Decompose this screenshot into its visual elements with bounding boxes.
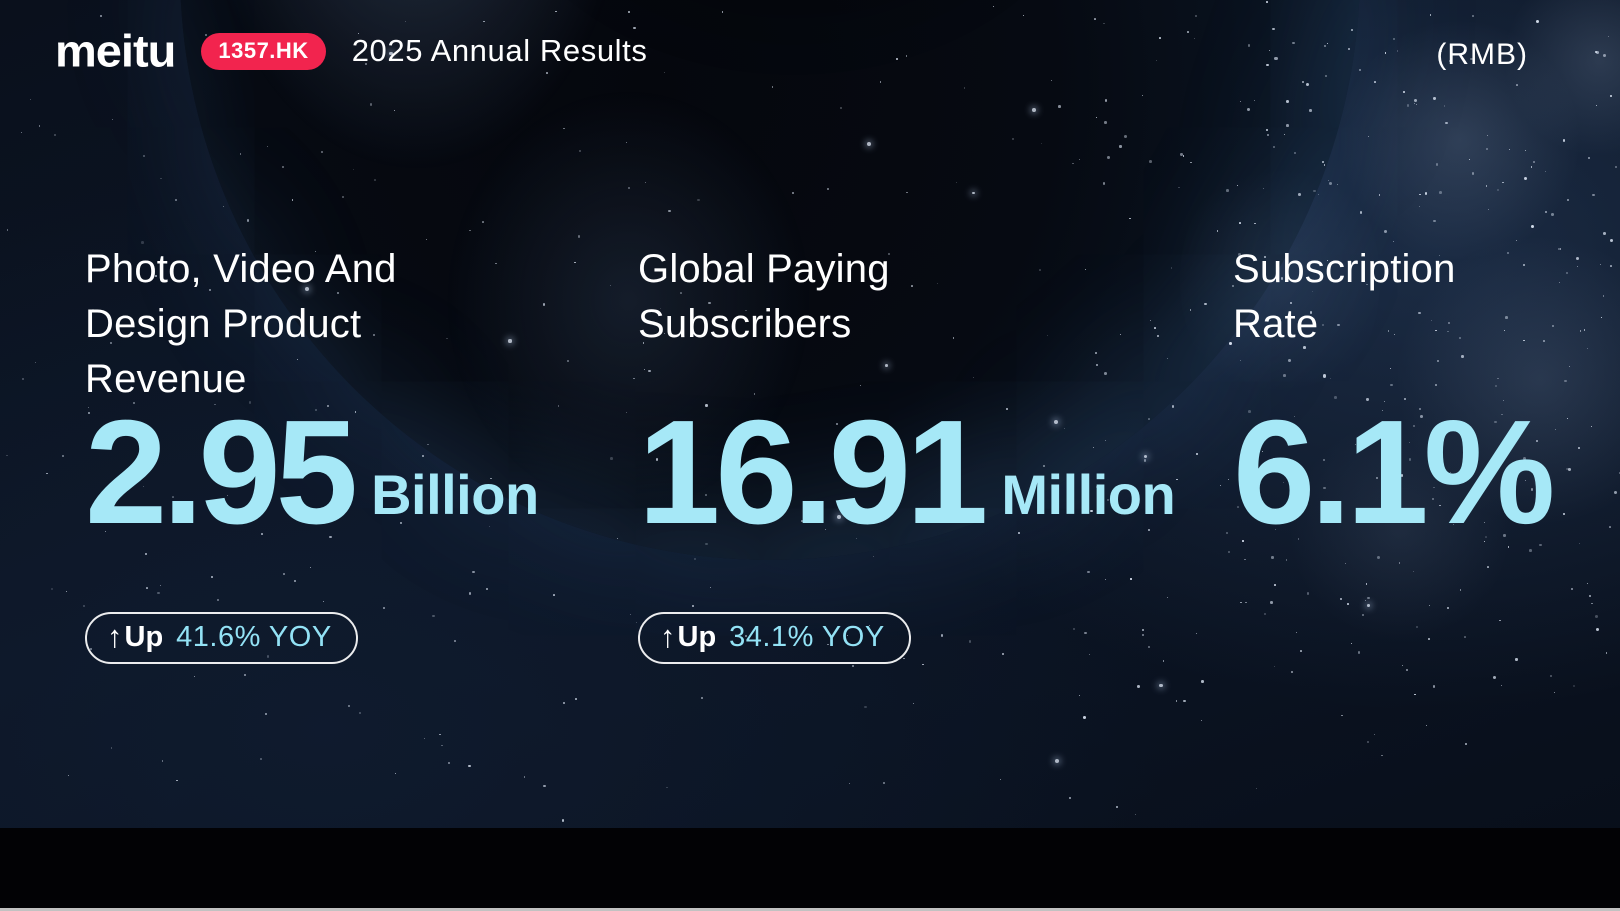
arrow-up-icon: ↑ <box>660 619 676 654</box>
stat-number: 16.91 <box>638 390 988 555</box>
meitu-logo: meitu <box>55 25 176 76</box>
stat-number: 6.1% <box>1233 390 1555 555</box>
report-title: 2025 Annual Results <box>351 33 648 68</box>
footer-bar <box>0 828 1620 908</box>
stat-label: Photo, Video And Design Product Revenue <box>85 247 397 401</box>
ticker-badge: 1357.HK <box>201 32 326 70</box>
badge-prefix: Up <box>124 621 164 653</box>
stat-subscription-rate: Subscription Rate 6.1% <box>1233 242 1613 677</box>
stat-value: 2.95 Billion <box>85 399 539 547</box>
stat-value: 6.1% <box>1233 399 1555 547</box>
stat-unit: Billion <box>371 463 539 526</box>
header: meitu 1357.HK 2025 Annual Results <box>55 28 647 74</box>
stat-value: 16.91 Million <box>638 399 1176 547</box>
badge-change: 41.6% YOY <box>176 621 332 653</box>
badge-prefix: Up <box>677 621 717 653</box>
arrow-up-icon: ↑ <box>107 619 123 654</box>
stat-unit: Million <box>1001 463 1176 526</box>
badge-change: 34.1% YOY <box>729 621 885 653</box>
yoy-badge: ↑ Up 41.6% YOY <box>85 612 358 664</box>
stat-number: 2.95 <box>85 390 358 555</box>
stat-paying-subscribers: Global Paying Subscribers 16.91 Million ↑… <box>638 242 1223 677</box>
yoy-badge: ↑ Up 34.1% YOY <box>638 612 911 664</box>
stat-label: Subscription Rate <box>1233 247 1456 346</box>
stat-label: Global Paying Subscribers <box>638 247 890 346</box>
stat-product-revenue: Photo, Video And Design Product Revenue … <box>85 242 630 677</box>
currency-note: (RMB) <box>1436 38 1528 71</box>
